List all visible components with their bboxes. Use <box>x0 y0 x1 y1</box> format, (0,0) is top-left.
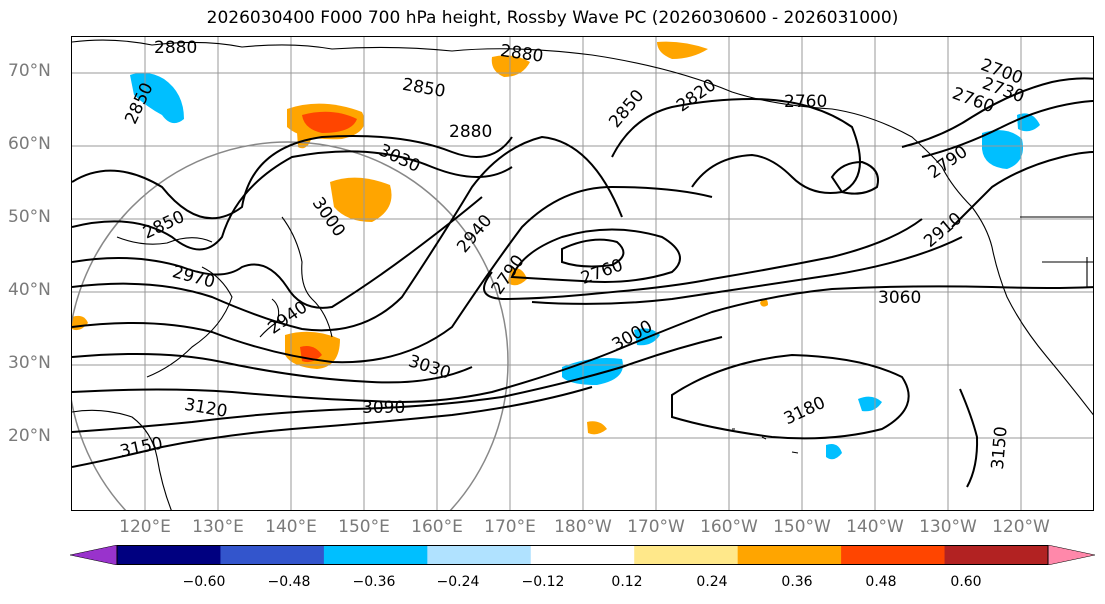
contour-label: 3060 <box>878 288 921 308</box>
contour-label: 3180 <box>781 393 829 429</box>
lon-label-120w: 120°W <box>992 517 1050 537</box>
contour-label: 2850 <box>605 86 648 132</box>
contour-label: 2940 <box>453 211 496 257</box>
colorbar-frame <box>116 545 1049 565</box>
lon-label-130e: 130°E <box>192 517 244 537</box>
colorbar-cell <box>841 545 946 565</box>
colorbar-tick: 0.48 <box>865 574 897 590</box>
anomaly-shading <box>72 41 1040 460</box>
lat-label-60: 60°N <box>8 134 51 154</box>
colorbar-tick: 0.36 <box>781 574 813 590</box>
lat-label-70: 70°N <box>8 61 51 81</box>
lat-label-40: 40°N <box>8 280 51 300</box>
colorbar-tick: 0.24 <box>696 574 728 590</box>
colorbar-cell <box>944 545 1049 565</box>
contour-label: 3120 <box>183 395 229 422</box>
lon-label-120e: 120°E <box>119 517 171 537</box>
colorbar-extend-high <box>1047 544 1096 566</box>
lon-label-150w: 150°W <box>773 517 831 537</box>
colorbar-tick: −0.60 <box>182 574 226 590</box>
colorbar-cell <box>530 545 635 565</box>
region-circle <box>72 141 509 510</box>
contour-label: 3150 <box>988 426 1012 471</box>
colorbar-tick: −0.48 <box>267 574 311 590</box>
height-contours <box>72 77 1093 488</box>
contour-label: 2850 <box>140 207 188 243</box>
colorbar-cell <box>737 545 842 565</box>
map-panel: 2880 2880 2850 2850 2880 3030 2850 3000 … <box>71 36 1094 511</box>
lat-label-50: 50°N <box>8 207 51 227</box>
colorbar-cell <box>117 545 221 565</box>
lon-label-130w: 130°W <box>919 517 977 537</box>
contour-label: 2850 <box>401 75 447 102</box>
colorbar-cell <box>427 545 532 565</box>
map-title: 2026030400 F000 700 hPa height, Rossby W… <box>206 8 899 28</box>
lon-label-170e: 170°E <box>484 517 536 537</box>
contour-label: 2880 <box>449 122 492 142</box>
contour-label: 2820 <box>673 75 720 116</box>
colorbar-tick: 0.12 <box>611 574 643 590</box>
colorbar-cell <box>220 545 325 565</box>
lon-label-160e: 160°E <box>411 517 463 537</box>
colorbar-cell <box>323 545 428 565</box>
lon-label-140w: 140°W <box>846 517 904 537</box>
contour-label: 2760 <box>578 255 625 289</box>
contour-label: 2760 <box>784 92 827 112</box>
contour-label: 3090 <box>362 398 405 418</box>
colorbar-extend-low <box>69 544 118 566</box>
map-canvas: 2880 2880 2850 2850 2880 3030 2850 3000 … <box>72 37 1093 510</box>
contour-labels: 2880 2880 2850 2850 2880 3030 2850 3000 … <box>118 38 1027 470</box>
lon-label-140e: 140°E <box>265 517 317 537</box>
colorbar-cell <box>634 545 739 565</box>
colorbar <box>69 544 1096 566</box>
colorbar-tick: 0.60 <box>950 574 982 590</box>
contour-label: 3000 <box>609 316 656 355</box>
lat-label-30: 30°N <box>8 353 51 373</box>
colorbar-cells <box>69 544 1096 566</box>
lon-label-150e: 150°E <box>338 517 390 537</box>
lon-label-180w: 180°W <box>554 517 612 537</box>
colorbar-tick: −0.36 <box>352 574 396 590</box>
colorbar-tick: −0.12 <box>521 574 565 590</box>
lon-label-170w: 170°W <box>627 517 685 537</box>
contour-label: 2880 <box>154 38 197 58</box>
lon-label-160w: 160°W <box>700 517 758 537</box>
colorbar-tick: −0.24 <box>436 574 480 590</box>
lat-label-20: 20°N <box>8 426 51 446</box>
